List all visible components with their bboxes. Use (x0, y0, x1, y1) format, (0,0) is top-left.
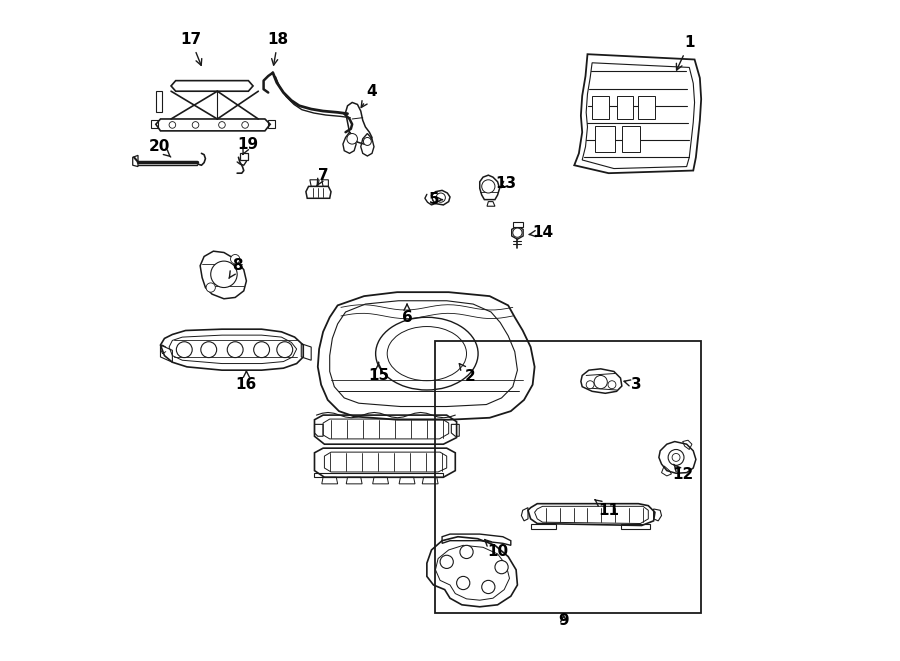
Circle shape (242, 122, 248, 128)
Text: 3: 3 (624, 377, 642, 392)
Circle shape (672, 453, 680, 461)
Circle shape (230, 254, 239, 264)
Circle shape (201, 342, 217, 358)
Circle shape (277, 342, 292, 358)
Circle shape (586, 381, 594, 389)
Bar (638, 96, 655, 119)
Circle shape (254, 342, 269, 358)
Text: 19: 19 (238, 137, 258, 155)
Circle shape (482, 580, 495, 594)
Circle shape (211, 261, 238, 288)
Text: 6: 6 (401, 304, 412, 325)
Text: 15: 15 (368, 362, 389, 383)
Circle shape (608, 381, 616, 389)
Circle shape (169, 122, 176, 128)
Circle shape (364, 137, 372, 145)
Text: 18: 18 (267, 32, 289, 65)
Circle shape (594, 375, 608, 389)
Circle shape (668, 449, 684, 465)
Text: 2: 2 (459, 364, 475, 384)
Circle shape (513, 228, 522, 237)
Text: 7: 7 (317, 168, 328, 186)
Text: 10: 10 (484, 539, 508, 559)
Bar (513, 222, 523, 227)
Text: 20: 20 (148, 139, 171, 157)
Bar (616, 96, 633, 119)
Text: 16: 16 (236, 371, 257, 392)
Bar (596, 126, 616, 152)
Text: 12: 12 (672, 464, 693, 482)
Circle shape (482, 180, 495, 193)
Circle shape (436, 193, 446, 202)
Bar (592, 96, 608, 119)
Text: 11: 11 (595, 500, 619, 518)
Text: 17: 17 (180, 32, 202, 65)
Circle shape (227, 342, 243, 358)
Circle shape (176, 342, 193, 358)
Circle shape (495, 561, 508, 574)
Circle shape (460, 545, 473, 559)
Circle shape (206, 283, 215, 292)
Circle shape (456, 576, 470, 590)
Polygon shape (512, 226, 523, 239)
Bar (240, 153, 248, 160)
Text: 4: 4 (361, 84, 377, 108)
Bar (622, 126, 641, 152)
Text: 9: 9 (558, 613, 569, 627)
Text: 5: 5 (428, 192, 443, 207)
Text: 8: 8 (229, 258, 242, 278)
Bar (436, 341, 701, 613)
Circle shape (193, 122, 199, 128)
Text: 14: 14 (529, 225, 554, 240)
Circle shape (440, 555, 454, 568)
Text: 13: 13 (495, 176, 516, 191)
Circle shape (346, 134, 357, 144)
Text: 1: 1 (677, 36, 695, 70)
Circle shape (219, 122, 225, 128)
